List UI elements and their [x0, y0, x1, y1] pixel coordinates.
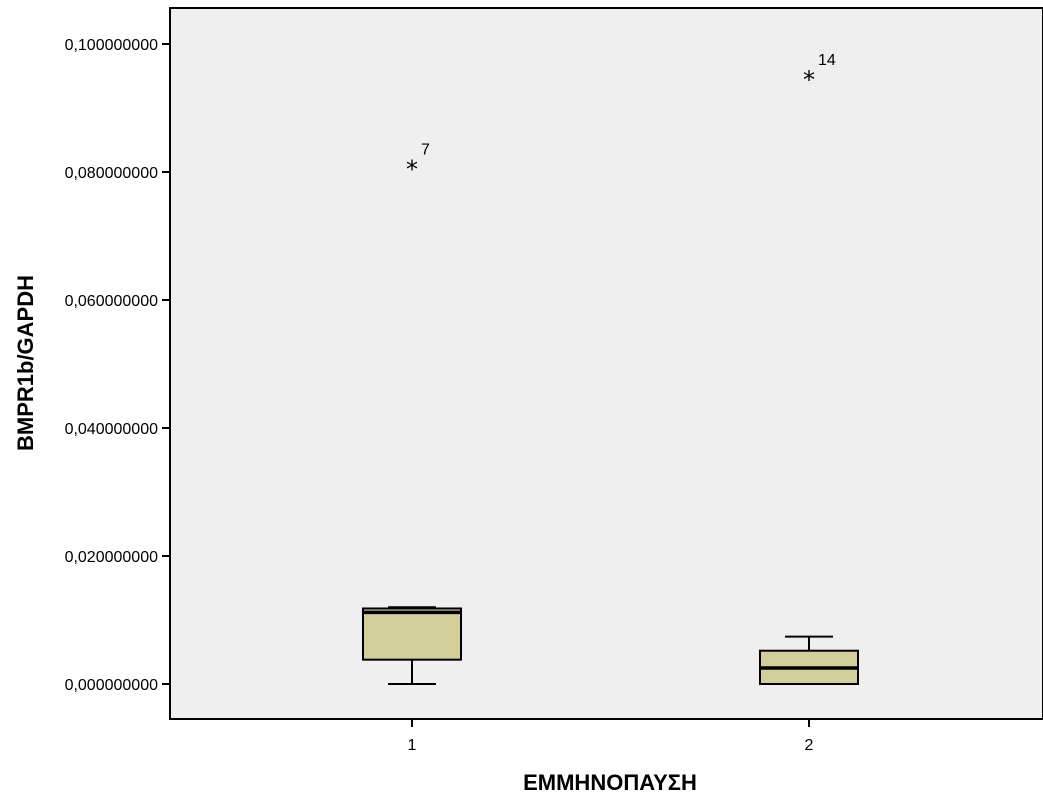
x-tick-label: 1	[408, 737, 417, 754]
y-tick-label: 0,040000000	[65, 421, 159, 438]
y-tick-label: 0,000000000	[65, 677, 159, 694]
y-axis: 0,000000000 0,020000000 0,040000000 0,06000…	[65, 37, 170, 694]
y-tick-label: 0,020000000	[65, 549, 159, 566]
y-tick-label: 0,060000000	[65, 293, 159, 310]
y-tick-label: 0,080000000	[65, 165, 159, 182]
outlier-label: 14	[818, 52, 836, 69]
outlier-star: *	[406, 155, 418, 183]
outlier-star: *	[803, 66, 815, 94]
box-iqr	[363, 608, 461, 659]
y-axis-title: BMPR1b/GAPDH	[13, 275, 38, 451]
x-axis-title: ΕΜΜΗΝΟΠΑΥΣΗ	[523, 770, 697, 795]
plot-area	[170, 8, 1043, 719]
x-tick-label: 2	[805, 737, 814, 754]
y-tick-label: 0,100000000	[65, 37, 159, 54]
outlier-label: 7	[421, 141, 430, 158]
